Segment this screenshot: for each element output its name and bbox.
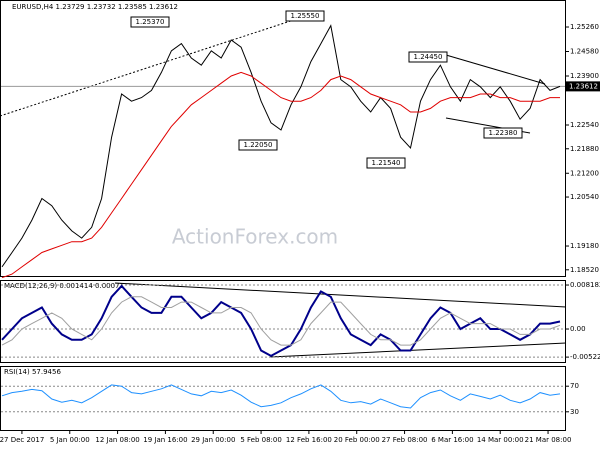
annotation-box xyxy=(483,127,523,139)
price-frame xyxy=(0,0,566,277)
x-tick-label: 12 Jan 08:00 xyxy=(95,436,139,444)
rsi-frame xyxy=(0,366,566,431)
trend-line xyxy=(445,54,546,85)
line-series xyxy=(1,296,561,346)
y-tick-label: 70 xyxy=(570,382,579,390)
watermark: ActionForex.com xyxy=(172,225,338,249)
y-tick-label: 1.20540 xyxy=(570,193,599,201)
y-tick-label: 1.18520 xyxy=(570,266,599,274)
line-series xyxy=(1,384,561,409)
y-tick-label: 1.24580 xyxy=(570,48,599,56)
x-tick-label: 27 Feb 08:00 xyxy=(382,436,428,444)
annotation-box xyxy=(408,51,448,63)
line-series xyxy=(1,71,560,279)
chart-title: EURUSD,H4 1.23729 1.23732 1.23585 1.2361… xyxy=(12,3,178,11)
x-tick-label: 5 Jan 00:00 xyxy=(50,436,90,444)
y-tick-label: 1.22540 xyxy=(570,121,599,129)
y-tick-label: 30 xyxy=(570,408,579,416)
trend-line xyxy=(0,12,316,117)
x-tick-label: 14 Mar 00:00 xyxy=(477,436,524,444)
x-tick-label: 6 Mar 16:00 xyxy=(431,436,473,444)
y-tick-label: -0.005223 xyxy=(570,353,600,361)
x-tick-label: 12 Feb 16:00 xyxy=(286,436,332,444)
x-tick-label: 5 Feb 08:00 xyxy=(240,436,281,444)
x-tick-label: 21 Mar 08:00 xyxy=(525,436,572,444)
x-tick-label: 27 Dec 2017 xyxy=(0,436,44,444)
line-series xyxy=(1,24,561,268)
annotation: 1.21540 xyxy=(372,159,401,167)
y-tick-label: 1.19180 xyxy=(570,242,599,250)
annotation-box xyxy=(238,139,278,151)
current-price-box xyxy=(566,81,600,92)
annotation: 1.24450 xyxy=(414,53,443,61)
y-tick-label: 1.21200 xyxy=(570,169,599,177)
y-tick-label: 1.25260 xyxy=(570,23,599,31)
annotation-box xyxy=(285,10,325,22)
annotation-box xyxy=(130,16,170,28)
y-tick-label: 0.00 xyxy=(570,325,586,333)
annotation: 1.25550 xyxy=(291,12,320,20)
y-tick-label: 1.23900 xyxy=(570,72,599,80)
x-tick-label: 20 Feb 00:00 xyxy=(334,436,380,444)
trend-line xyxy=(114,282,567,308)
panel-title: MACD(12,26,9) 0.001414 0.00071 xyxy=(4,282,124,290)
y-tick-label: 0.008182 xyxy=(570,281,600,289)
annotation: 1.25370 xyxy=(136,18,165,26)
annotation: 1.22050 xyxy=(244,141,273,149)
x-tick-label: 19 Jan 16:00 xyxy=(143,436,187,444)
panel-title: RSI(14) 57.9456 xyxy=(4,368,61,376)
x-tick-label: 29 Jan 00:00 xyxy=(191,436,235,444)
trend-line xyxy=(269,342,567,358)
line-series xyxy=(1,284,561,358)
current-price-label: 1.23612 xyxy=(569,82,598,90)
annotation: 1.22380 xyxy=(489,129,518,137)
annotation-box xyxy=(366,157,406,169)
y-tick-label: 1.21880 xyxy=(570,145,599,153)
macd-frame xyxy=(0,280,566,363)
